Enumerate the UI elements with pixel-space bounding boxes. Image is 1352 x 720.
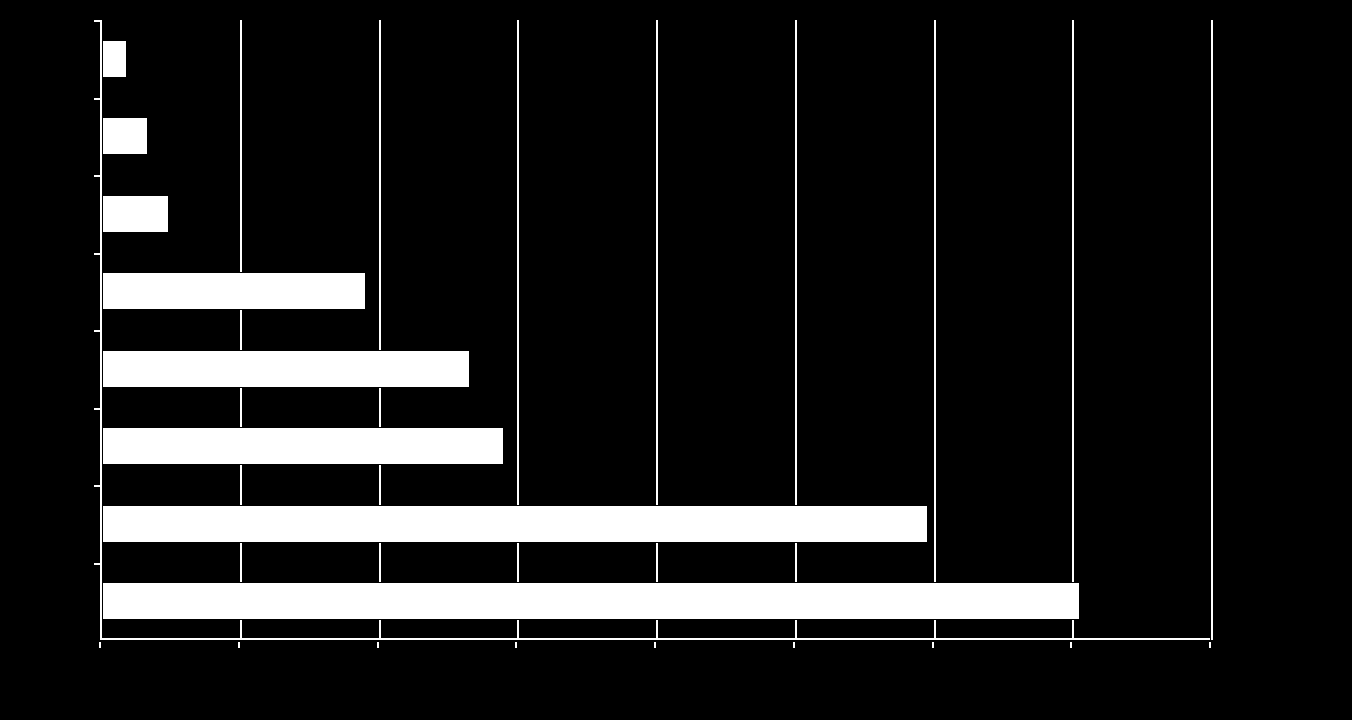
x-tick-label: 500: [782, 652, 806, 671]
bar: [102, 272, 366, 310]
y-tick-label: Lohi: [163, 49, 190, 68]
x-tick-label: 800: [1198, 652, 1222, 671]
x-tick-label: 100: [227, 652, 251, 671]
x-tick: [377, 642, 379, 648]
x-tick: [793, 642, 795, 648]
x-tick: [932, 642, 934, 648]
y-tick: [94, 485, 100, 487]
x-tick-label: 400: [643, 652, 667, 671]
bar: [102, 505, 928, 543]
x-tick: [1070, 642, 1072, 648]
y-tick: [94, 408, 100, 410]
x-tick: [1209, 642, 1211, 648]
bar: [102, 350, 470, 388]
y-tick-label: Taimen: [143, 127, 190, 146]
x-tick: [515, 642, 517, 648]
y-tick: [94, 98, 100, 100]
y-tick: [94, 330, 100, 332]
x-tick-label: 200: [365, 652, 389, 671]
gridline: [1072, 20, 1074, 640]
gridline: [517, 20, 519, 640]
x-tick: [99, 642, 101, 648]
bar: [102, 427, 504, 465]
bar: [102, 582, 1080, 620]
y-tick: [94, 563, 100, 565]
plot-area: [100, 20, 1210, 640]
chart-container: Saalis, tn 0100200300400500600700800Hauk…: [100, 20, 1310, 700]
x-tick-label: 600: [920, 652, 944, 671]
gridline: [1211, 20, 1213, 640]
gridline: [795, 20, 797, 640]
x-tick-label: 700: [1059, 652, 1083, 671]
x-tick-label: 0: [96, 652, 104, 671]
gridline: [934, 20, 936, 640]
gridline: [656, 20, 658, 640]
x-tick: [238, 642, 240, 648]
y-tick: [94, 175, 100, 177]
gridline: [240, 20, 242, 640]
x-tick: [654, 642, 656, 648]
bar: [102, 195, 169, 233]
y-tick: [94, 20, 100, 22]
y-tick: [94, 253, 100, 255]
gridline: [379, 20, 381, 640]
bar: [102, 40, 127, 78]
x-axis-title: Saalis, tn: [625, 680, 684, 699]
x-tick-label: 300: [504, 652, 528, 671]
bar: [102, 117, 148, 155]
